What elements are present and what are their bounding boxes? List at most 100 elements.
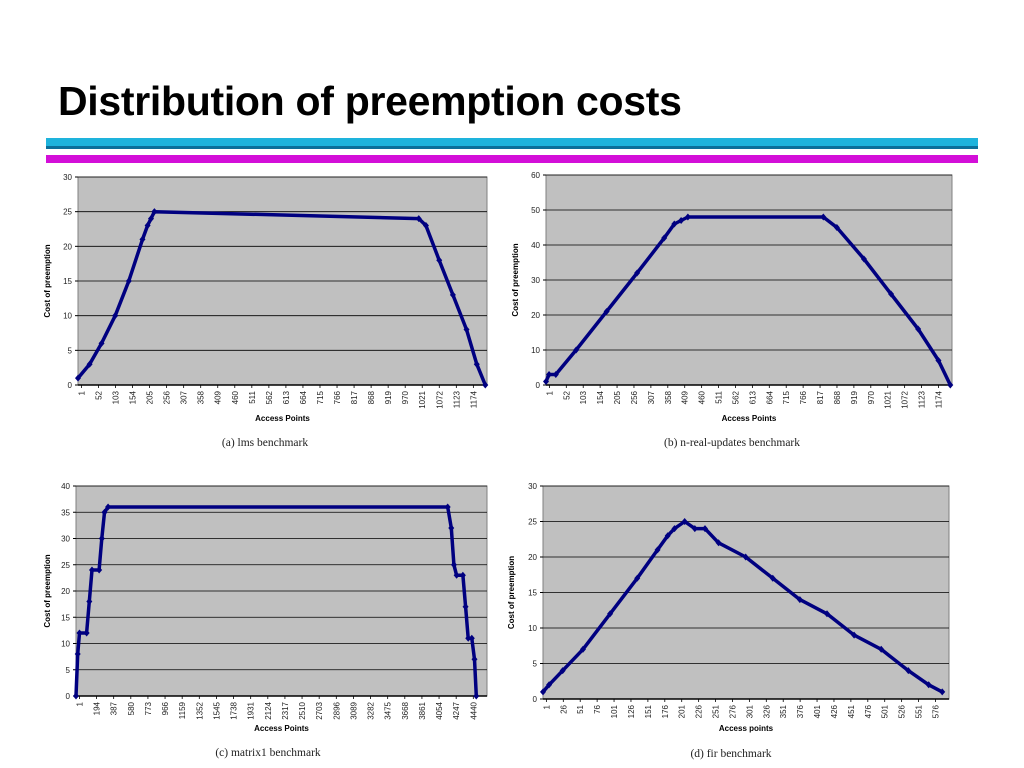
x-tick-label: 151 bbox=[644, 704, 653, 718]
data-point bbox=[465, 634, 472, 642]
x-axis-title: Access Points bbox=[722, 414, 777, 423]
data-point bbox=[833, 224, 840, 231]
series-line bbox=[541, 519, 944, 694]
data-point bbox=[473, 360, 480, 368]
x-tick-label: 194 bbox=[93, 701, 102, 715]
x-tick-label: 551 bbox=[915, 704, 924, 718]
x-tick-label: 256 bbox=[163, 390, 172, 404]
x-tick-label: 613 bbox=[748, 390, 757, 404]
data-point bbox=[448, 524, 455, 532]
title-rule-magenta bbox=[46, 155, 978, 163]
data-point bbox=[701, 525, 708, 533]
x-tick-label: 176 bbox=[661, 704, 670, 718]
x-tick-label: 2124 bbox=[264, 701, 273, 719]
data-point bbox=[449, 291, 456, 299]
data-point bbox=[905, 667, 912, 675]
x-tick-label: 580 bbox=[127, 701, 136, 715]
y-axis-title: Cost of preemption bbox=[511, 243, 520, 316]
data-point bbox=[88, 566, 95, 574]
data-point bbox=[691, 525, 698, 533]
y-tick-label: 10 bbox=[63, 312, 72, 321]
x-tick-label: 1174 bbox=[934, 390, 943, 408]
y-tick-label: 20 bbox=[61, 587, 70, 596]
x-tick-label: 3089 bbox=[349, 701, 358, 719]
chart-caption: (b) n-real-updates benchmark bbox=[664, 437, 800, 449]
x-tick-label: 52 bbox=[562, 390, 571, 399]
data-point bbox=[888, 290, 895, 298]
data-point bbox=[684, 213, 691, 221]
data-point bbox=[151, 208, 158, 216]
x-tick-label: 970 bbox=[867, 390, 876, 404]
x-tick-label: 426 bbox=[830, 704, 839, 718]
y-tick-label: 0 bbox=[533, 695, 538, 704]
chart-caption: (d) fir benchmark bbox=[690, 748, 771, 760]
x-tick-label: 970 bbox=[401, 390, 410, 404]
x-tick-label: 26 bbox=[559, 704, 568, 713]
data-point bbox=[98, 339, 105, 347]
y-tick-label: 60 bbox=[531, 171, 540, 180]
x-tick-label: 460 bbox=[698, 390, 707, 404]
x-tick-label: 1021 bbox=[418, 390, 427, 408]
y-tick-label: 50 bbox=[531, 206, 540, 215]
x-tick-label: 476 bbox=[864, 704, 873, 718]
y-tick-label: 5 bbox=[533, 660, 538, 669]
data-point bbox=[101, 508, 108, 516]
data-point bbox=[634, 574, 641, 582]
x-tick-label: 52 bbox=[94, 390, 103, 399]
x-tick-label: 205 bbox=[613, 390, 622, 404]
x-tick-label: 126 bbox=[627, 704, 636, 718]
y-tick-label: 30 bbox=[63, 173, 72, 182]
x-tick-label: 1545 bbox=[212, 701, 221, 719]
y-tick-label: 10 bbox=[528, 624, 537, 633]
x-tick-label: 376 bbox=[796, 704, 805, 718]
data-point bbox=[573, 346, 580, 354]
slide-title: Distribution of preemption costs bbox=[58, 78, 682, 124]
x-tick-label: 1738 bbox=[230, 701, 239, 719]
x-tick-label: 1 bbox=[77, 390, 86, 395]
x-tick-label: 307 bbox=[647, 390, 656, 404]
x-tick-label: 576 bbox=[931, 704, 940, 718]
data-point bbox=[939, 688, 946, 696]
data-point bbox=[147, 215, 154, 223]
y-tick-label: 35 bbox=[61, 508, 70, 517]
x-tick-label: 1 bbox=[542, 704, 551, 709]
x-tick-label: 3282 bbox=[367, 701, 376, 719]
x-tick-label: 276 bbox=[728, 704, 737, 718]
x-tick-label: 409 bbox=[214, 390, 223, 404]
x-tick-label: 226 bbox=[695, 704, 704, 718]
y-tick-label: 15 bbox=[63, 277, 72, 286]
y-tick-label: 0 bbox=[536, 381, 541, 390]
x-tick-label: 1123 bbox=[452, 390, 461, 408]
x-tick-label: 817 bbox=[816, 390, 825, 404]
x-tick-label: 1174 bbox=[469, 390, 478, 408]
x-tick-label: 817 bbox=[350, 390, 359, 404]
x-tick-label: 101 bbox=[610, 704, 619, 718]
data-point bbox=[462, 603, 469, 611]
x-tick-label: 307 bbox=[180, 390, 189, 404]
y-axis-title: Cost of preemption bbox=[507, 556, 516, 629]
data-point bbox=[678, 217, 685, 224]
data-point bbox=[422, 222, 429, 230]
data-point bbox=[543, 378, 549, 385]
data-point bbox=[105, 503, 112, 511]
data-point bbox=[112, 312, 119, 320]
title-rule-cyan-shadow bbox=[46, 146, 978, 149]
data-point bbox=[769, 574, 776, 582]
x-tick-label: 562 bbox=[731, 390, 740, 404]
x-tick-label: 201 bbox=[678, 704, 687, 718]
data-point bbox=[459, 571, 466, 579]
data-point bbox=[468, 634, 475, 642]
data-point bbox=[925, 681, 932, 689]
x-tick-label: 501 bbox=[881, 704, 890, 718]
x-tick-label: 3861 bbox=[418, 701, 427, 719]
y-tick-label: 15 bbox=[528, 589, 537, 598]
x-tick-label: 387 bbox=[110, 701, 119, 715]
chart-caption: (a) lms benchmark bbox=[222, 437, 308, 449]
data-point bbox=[436, 256, 443, 264]
x-tick-label: 562 bbox=[265, 390, 274, 404]
data-point bbox=[796, 596, 803, 604]
y-tick-label: 20 bbox=[528, 553, 537, 562]
y-tick-label: 40 bbox=[61, 482, 70, 491]
